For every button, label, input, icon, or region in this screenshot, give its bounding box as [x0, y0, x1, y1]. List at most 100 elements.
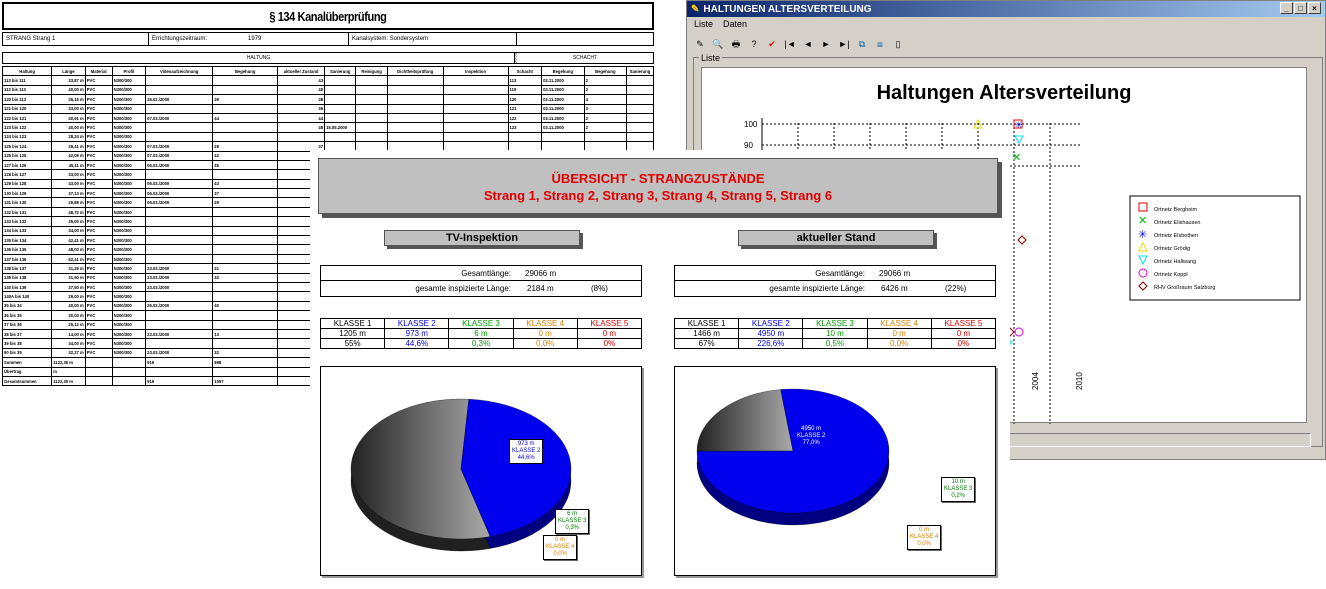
edit-icon[interactable]: ✎	[696, 39, 704, 49]
table-cell	[386, 75, 444, 86]
minimize-button[interactable]: _	[1280, 2, 1293, 14]
table-cell	[442, 84, 509, 96]
print-icon[interactable]: 🖶	[731, 39, 741, 49]
first-record-icon[interactable]: |◄	[784, 39, 796, 49]
column-header: Schacht	[507, 65, 543, 77]
table-cell: 35,00 m	[51, 216, 86, 227]
table-cell: PVC	[84, 347, 113, 359]
class-cell: 226,6%	[738, 338, 804, 349]
copy-icon[interactable]: ⧉	[858, 39, 866, 49]
report-title: § 134 Kanalüberprüfung	[235, 8, 421, 24]
footer-cell	[111, 357, 147, 368]
column-header: Sanierung	[626, 65, 654, 77]
table-row: 120 bis 113 35,15 m PVC N300/300 26.02./2000…	[1, 94, 654, 105]
section-haltung: HALTUNG	[3, 53, 515, 63]
class-row: KLASSE 1 KLASSE 2 KLASSE 3 KLASSE 4 KLASSE 5	[319, 318, 643, 329]
table-cell: N300/300	[111, 319, 147, 330]
next-record-icon[interactable]: ►	[821, 39, 831, 49]
table-cell	[442, 122, 509, 133]
close-button[interactable]: ×	[1308, 2, 1321, 14]
table-cell: N300/300	[111, 244, 147, 255]
maximize-button[interactable]: □	[1294, 2, 1307, 14]
table-cell	[442, 112, 509, 124]
point-grödig	[973, 118, 983, 129]
table-cell: 32	[212, 272, 279, 284]
table-cell: 03.11.2000	[541, 75, 585, 86]
table-cell: PVC	[84, 75, 113, 86]
table-cell: 40,00 m	[51, 122, 86, 133]
table-cell	[583, 131, 628, 143]
legend-entry: Ortnetz Elixhausen	[1154, 220, 1200, 226]
last-record-icon[interactable]: ►|	[838, 39, 850, 49]
pie-label-text: KLASSE 3	[944, 486, 973, 492]
table-cell: N300/300	[111, 225, 147, 237]
class-table: KLASSE 1 KLASSE 2 KLASSE 3 KLASSE 4 KLASSE 5…	[673, 318, 997, 349]
table-cell	[212, 235, 279, 246]
table-cell: PVC	[84, 122, 113, 133]
table-cell: 38	[277, 94, 326, 105]
y-tick-label: 90	[744, 141, 753, 150]
paste-icon[interactable]: ⧈	[877, 39, 883, 49]
legend-entry: Ortnetz Bergheim	[1154, 207, 1198, 213]
inspected-pct: (8%)	[591, 284, 608, 293]
table-cell	[212, 131, 279, 143]
window-titlebar[interactable]: ✎ HALTUNGEN ALTERSVERTEILUNG _ □ ×	[687, 1, 1325, 17]
table-cell: 33,00 m	[51, 169, 86, 180]
menu-daten[interactable]: Daten	[723, 19, 748, 29]
table-cell: 122 bis 121	[1, 112, 53, 124]
preview-icon[interactable]: 🔍	[712, 39, 724, 49]
table-cell: 33,00 m	[51, 103, 86, 114]
class-cell: KLASSE 5	[930, 318, 997, 329]
legend-marker	[1138, 202, 1148, 212]
pie-label-text: 44,6%	[517, 455, 535, 461]
table-cell: 113 bis 113	[1, 84, 53, 96]
check-icon[interactable]: ✔	[768, 39, 776, 49]
table-cell	[212, 338, 279, 349]
pie-slice-klasse1	[350, 398, 491, 540]
table-cell: 07.03./2000	[145, 150, 214, 161]
table-cell	[355, 131, 388, 143]
class-cell: 0,3%	[448, 338, 514, 349]
column-header: Dichtheitsprüfung	[386, 65, 444, 77]
table-cell: 137 bis 136	[1, 253, 53, 265]
table-cell: 130 bis 129	[1, 188, 53, 199]
table-cell	[386, 103, 444, 114]
table-cell	[324, 84, 357, 96]
table-cell	[145, 225, 214, 237]
pie-label-4: 0 m KLASSE 4 0,0%	[907, 525, 942, 550]
table-cell: PVC	[84, 178, 113, 190]
legend-marker	[1138, 255, 1148, 266]
point-hallwang	[1014, 135, 1024, 145]
table-cell: 90 bis 39	[1, 347, 53, 359]
table-cell	[355, 122, 388, 133]
table-cell	[212, 319, 279, 330]
table-cell: 126 bis 125	[1, 150, 53, 161]
table-cell: PVC	[84, 216, 113, 227]
table-cell	[355, 75, 388, 86]
table-cell: N300/300	[111, 103, 147, 114]
exit-icon[interactable]: ▯	[895, 39, 901, 49]
table-cell: 37	[212, 188, 279, 199]
help-icon[interactable]: ?	[751, 39, 757, 49]
pie-chart-box: 4950 m KLASSE 2 77,0% 10 m KLASSE 3 0,2% 0 m KL…	[674, 366, 996, 576]
table-row: 121 bis 120 33,00 m PVC N300/300 36 121 03.11.…	[1, 103, 654, 114]
table-cell: 03.11.2000	[541, 112, 585, 124]
summary-subtitle: Strang 1, Strang 2, Strang 3, Strang 4, …	[483, 188, 833, 203]
table-cell: 35 bis 34	[1, 300, 53, 312]
prev-record-icon[interactable]: ◄	[803, 39, 813, 49]
table-cell	[386, 112, 444, 124]
table-cell: 03.11.2000	[541, 84, 585, 96]
table-cell: 129 bis 128	[1, 178, 53, 190]
pie-label-text: 0 m	[555, 537, 566, 543]
table-cell: 28,41 m	[51, 141, 86, 152]
pie-label-text: 4950 m	[801, 426, 822, 432]
table-cell	[212, 225, 279, 237]
table-cell: 23.03./2000	[145, 272, 214, 284]
class-cell: KLASSE 3	[802, 318, 868, 329]
pie-chart	[696, 388, 890, 526]
table-cell	[324, 112, 357, 124]
menu-liste[interactable]: Liste	[694, 19, 714, 29]
table-cell	[212, 169, 279, 180]
table-cell: PVC	[84, 84, 113, 96]
table-cell: 32,27 m	[51, 347, 86, 359]
